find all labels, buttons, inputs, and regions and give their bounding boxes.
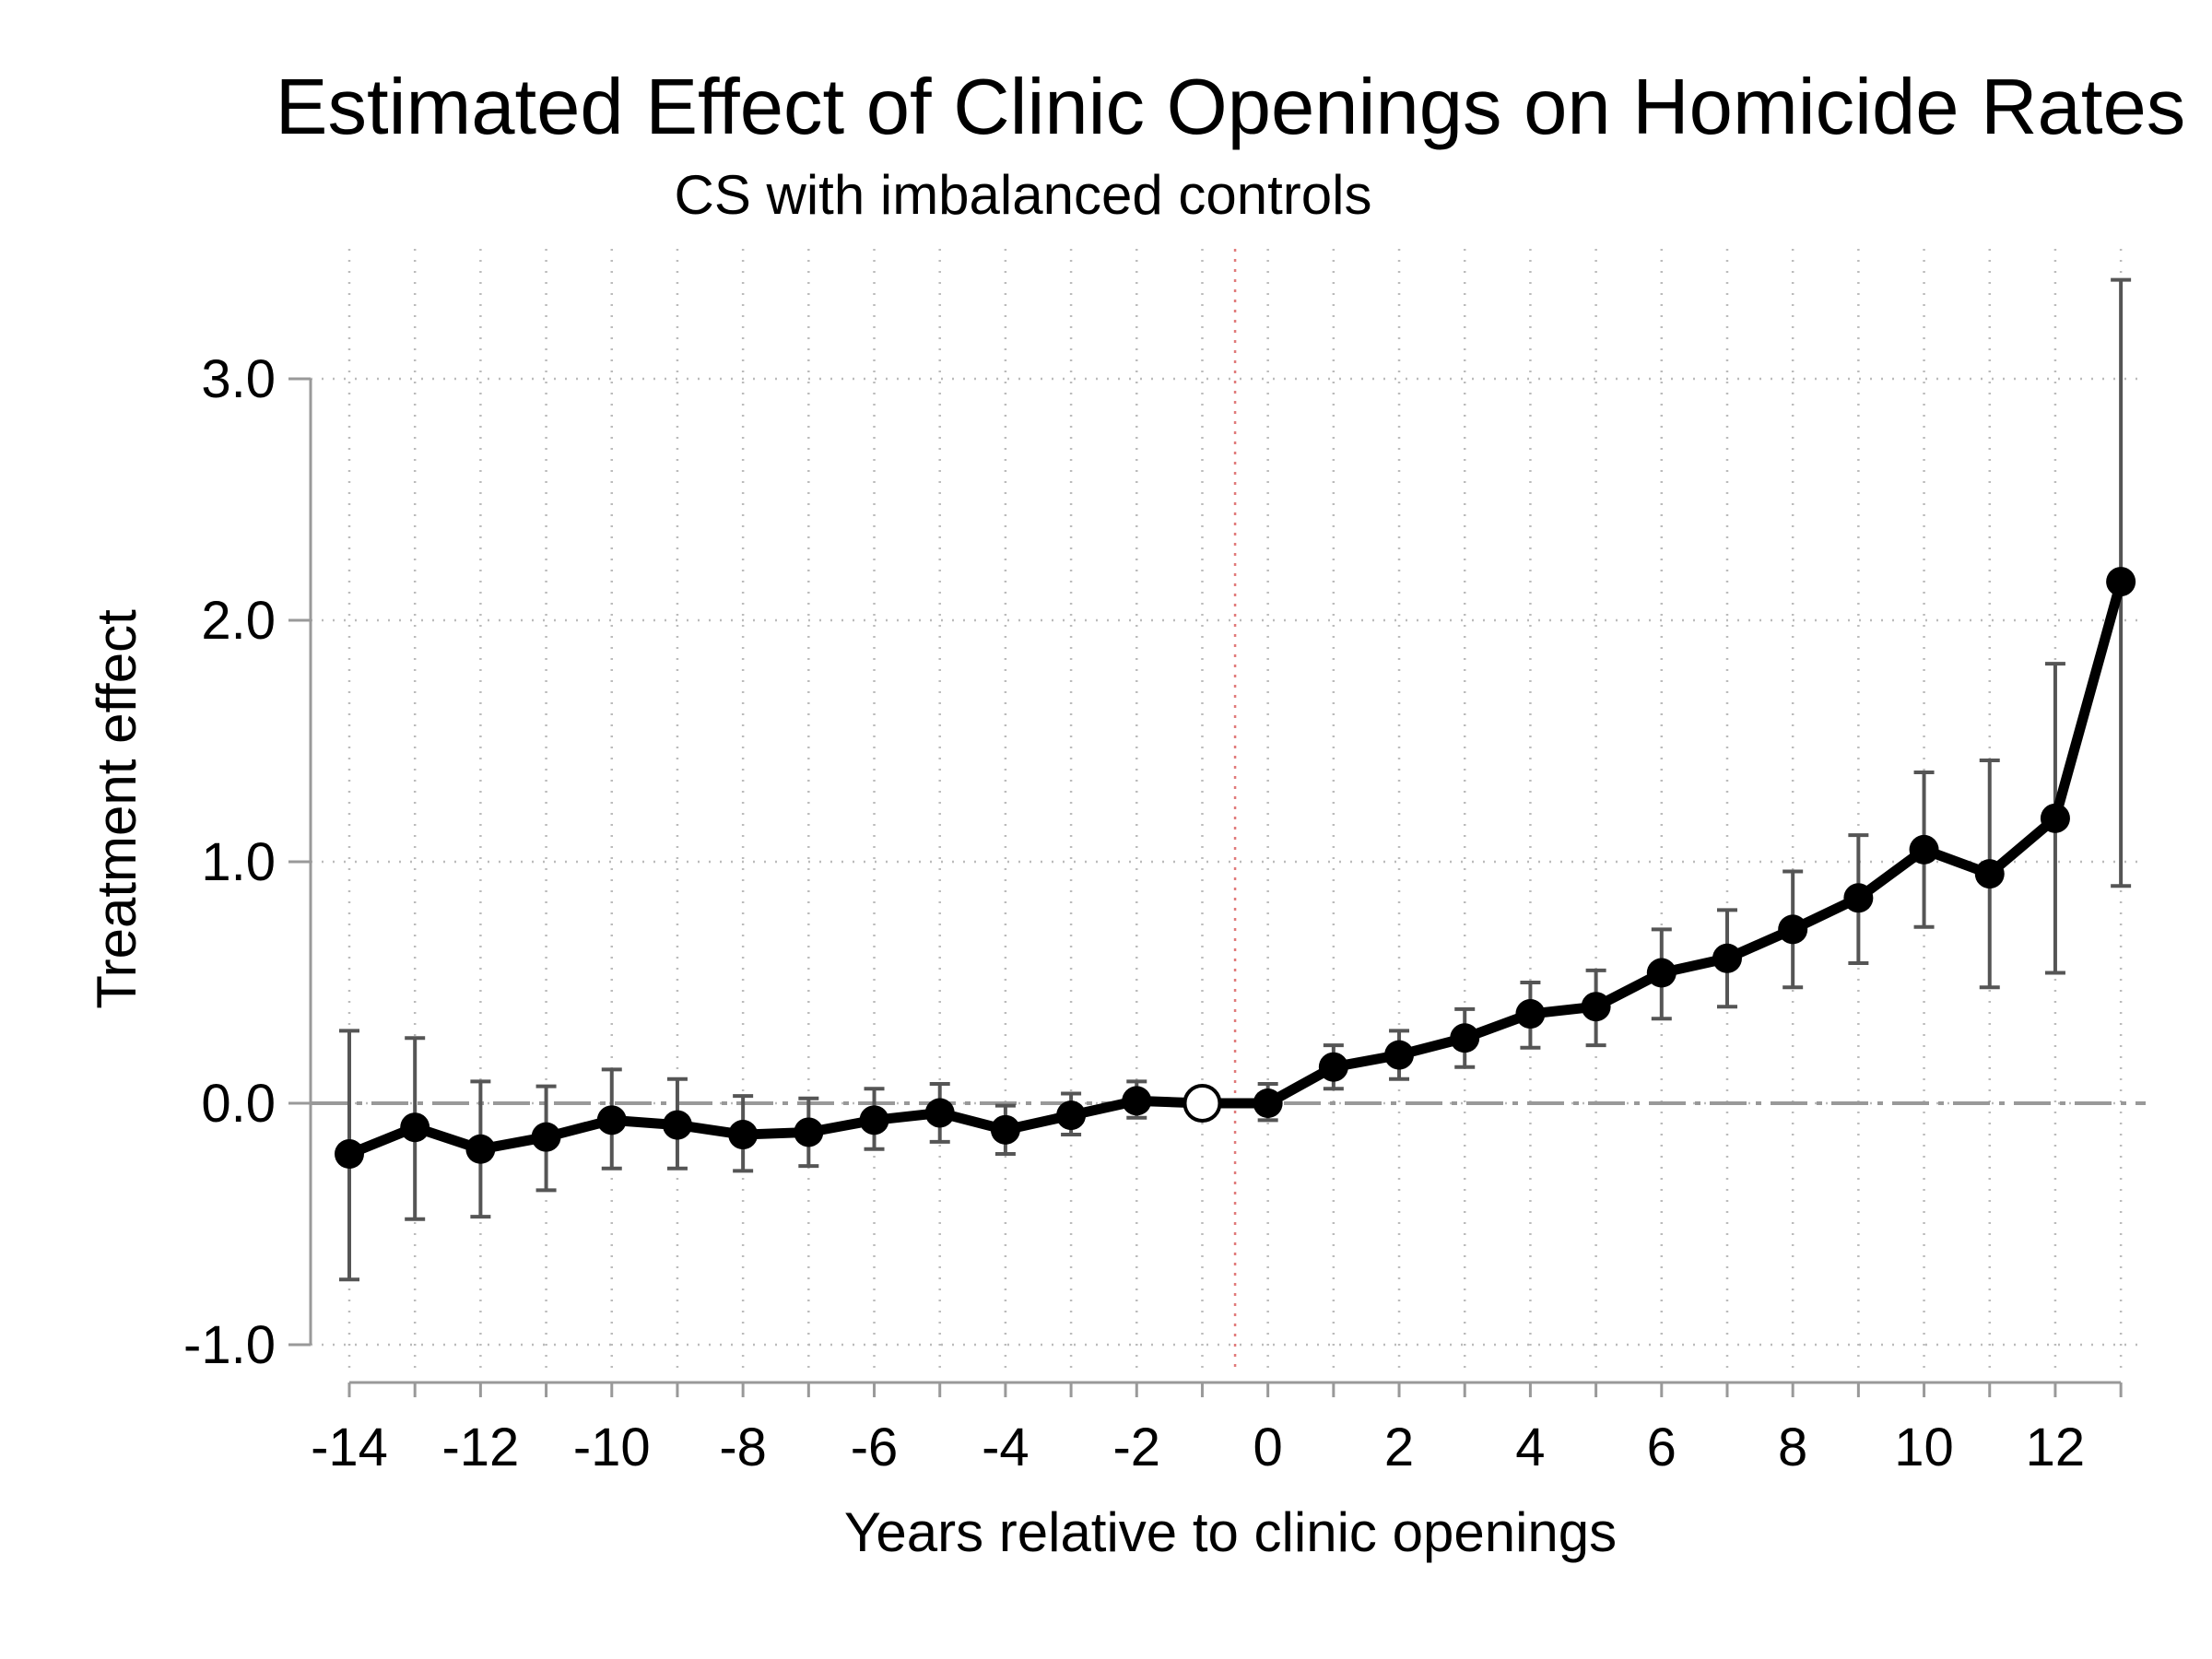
y-axis-label: Treatment effect bbox=[86, 609, 147, 1009]
data-point bbox=[1384, 1040, 1415, 1070]
data-point bbox=[859, 1105, 889, 1135]
data-point bbox=[596, 1105, 627, 1135]
x-tick-label: -2 bbox=[1112, 1418, 1160, 1477]
data-point bbox=[465, 1134, 496, 1164]
x-tick-label: 0 bbox=[1253, 1418, 1283, 1477]
data-point bbox=[1515, 999, 1546, 1030]
data-point bbox=[794, 1117, 824, 1147]
y-tick-label: -1.0 bbox=[183, 1315, 276, 1375]
x-tick-label: 10 bbox=[1894, 1418, 1954, 1477]
data-point bbox=[1056, 1100, 1087, 1131]
data-point bbox=[1909, 834, 1939, 865]
y-tick-label: 0.0 bbox=[201, 1074, 276, 1134]
data-point bbox=[728, 1120, 759, 1150]
data-point bbox=[662, 1110, 692, 1140]
x-tick-label: -14 bbox=[311, 1418, 388, 1477]
data-point bbox=[1122, 1086, 1152, 1116]
data-point bbox=[1843, 883, 1874, 913]
data-point bbox=[2106, 567, 2136, 597]
x-tick-label: 2 bbox=[1384, 1418, 1414, 1477]
grid-lines bbox=[311, 249, 2146, 1369]
axes: -1.0 0.0 1.0 2.0 3.0 -14 -12 -10 -8 -6 -4 -2 0 2 4 6 8 10… bbox=[183, 349, 2123, 1477]
series-polyline bbox=[344, 576, 2126, 1159]
x-tick-label: -4 bbox=[982, 1418, 1030, 1477]
x-tick-label: -8 bbox=[719, 1418, 767, 1477]
x-tick-label: 4 bbox=[1515, 1418, 1545, 1477]
x-tick-label: -6 bbox=[851, 1418, 899, 1477]
chart-subtitle: CS with imbalanced controls bbox=[674, 164, 1371, 226]
data-point bbox=[1450, 1023, 1480, 1053]
x-tick-label: 12 bbox=[2026, 1418, 2086, 1477]
data-point bbox=[1974, 859, 2005, 889]
data-point bbox=[335, 1139, 364, 1170]
y-tick-label: 2.0 bbox=[201, 591, 276, 651]
data-point bbox=[1581, 992, 1611, 1022]
data-point bbox=[990, 1114, 1020, 1145]
data-point bbox=[1646, 958, 1677, 988]
y-tick-label: 3.0 bbox=[201, 349, 276, 409]
x-axis-label: Years relative to clinic openings bbox=[844, 1501, 1617, 1563]
data-point bbox=[1318, 1052, 1348, 1082]
reference-lines bbox=[311, 249, 2146, 1369]
x-tick-label: 8 bbox=[1778, 1418, 1807, 1477]
series-line bbox=[344, 576, 2126, 1159]
reference-period-point bbox=[1182, 1084, 1222, 1123]
y-tick-label: 1.0 bbox=[201, 832, 276, 892]
x-tick-label: 6 bbox=[1647, 1418, 1677, 1477]
data-point bbox=[1778, 914, 1808, 945]
data-point bbox=[1253, 1088, 1283, 1118]
data-point bbox=[1712, 943, 1742, 973]
data-point bbox=[400, 1112, 430, 1143]
x-tick-label: -10 bbox=[573, 1418, 651, 1477]
data-point bbox=[2040, 803, 2070, 833]
data-point bbox=[924, 1098, 955, 1128]
data-point bbox=[531, 1122, 561, 1152]
chart-title: Estimated Effect of Clinic Openings on H… bbox=[276, 64, 2185, 151]
x-tick-label: -12 bbox=[441, 1418, 519, 1477]
data-points bbox=[335, 567, 2136, 1170]
